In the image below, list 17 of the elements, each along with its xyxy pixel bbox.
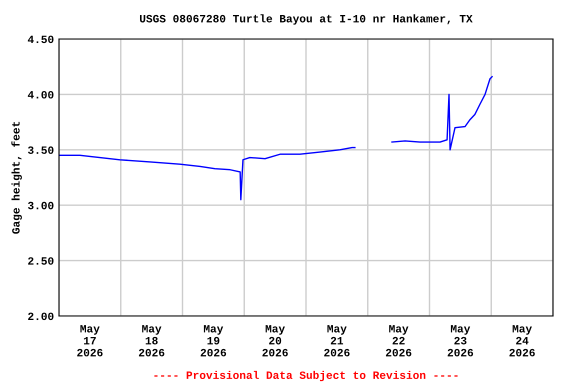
y-tick-label: 3.50 (28, 146, 54, 154)
text: ---- Provisional Data Subject to Revision ---- (154, 370, 458, 382)
y-axis-title: Gage height, feet (11, 122, 22, 234)
y-tick-label: 2.00 (28, 312, 54, 320)
x-tick-label: May 19 2026 (200, 325, 226, 356)
x-tick-label: May 24 2026 (509, 325, 535, 356)
y-tick-label: 2.50 (28, 257, 54, 265)
y-tick-label: 3.00 (28, 202, 54, 210)
x-tick-label: May 17 2026 (77, 325, 103, 356)
y-tick-label: 4.00 (28, 90, 54, 99)
x-tick-label: May 23 2026 (448, 325, 474, 356)
y-tick-label: 4.50 (28, 36, 54, 44)
chart-title: USGS 08067280 Turtle Bayou at I-10 nr Hankamer, TX (140, 14, 473, 25)
x-tick-label: May 18 2026 (138, 325, 164, 356)
x-tick-label: May 20 2026 (262, 325, 288, 356)
x-tick-label: May 22 2026 (386, 325, 412, 356)
x-tick-label: May 21 2026 (324, 325, 350, 356)
